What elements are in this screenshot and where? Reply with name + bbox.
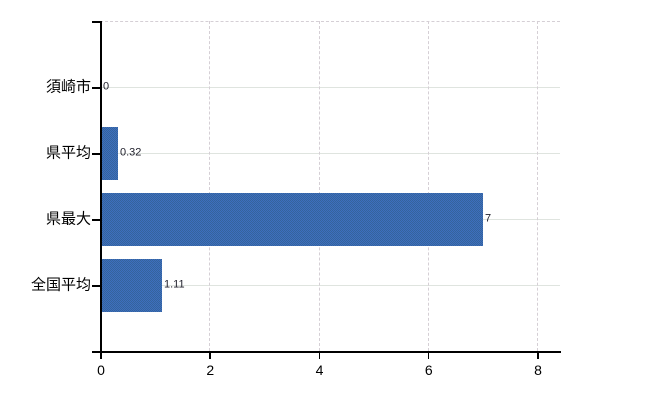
x-axis-tick — [209, 352, 211, 359]
gridline — [209, 21, 211, 351]
gridline — [427, 21, 429, 351]
category-label: 全国平均 — [30, 276, 91, 294]
bar-value-label: 0.32 — [120, 146, 142, 159]
x-tick-label: 8 — [534, 362, 542, 378]
gridline — [100, 285, 560, 286]
bar-value-label: 1.11 — [164, 278, 185, 291]
x-axis-tick — [427, 352, 430, 359]
y-axis-tick — [92, 285, 100, 287]
gridline — [100, 153, 560, 154]
y-axis-tick — [92, 219, 100, 221]
x-axis-tick — [537, 352, 539, 359]
y-axis-tick — [92, 153, 100, 155]
x-tick-label: 4 — [315, 362, 324, 378]
y-axis-tick — [92, 351, 100, 353]
x-axis-line — [100, 351, 561, 353]
x-tick-label: 6 — [424, 362, 433, 378]
bar — [101, 126, 118, 180]
category-label: 須崎市 — [45, 78, 91, 96]
y-axis-tick — [92, 87, 100, 89]
gridline — [100, 87, 560, 88]
y-axis-tick — [92, 21, 100, 23]
x-axis-tick — [318, 352, 320, 359]
gridline — [537, 21, 538, 351]
gridline — [318, 21, 320, 351]
bar — [101, 192, 483, 246]
category-label: 県平均 — [45, 144, 91, 162]
plot-area — [100, 21, 560, 351]
x-tick-label: 0 — [97, 362, 105, 378]
bar-value-label: 7 — [485, 212, 492, 225]
bar-value-label: 0 — [103, 80, 110, 93]
y-axis-line — [100, 21, 102, 351]
x-axis-tick — [100, 352, 102, 359]
x-tick-label: 2 — [206, 362, 215, 378]
bar — [101, 258, 162, 312]
category-label: 県最大 — [45, 210, 91, 228]
